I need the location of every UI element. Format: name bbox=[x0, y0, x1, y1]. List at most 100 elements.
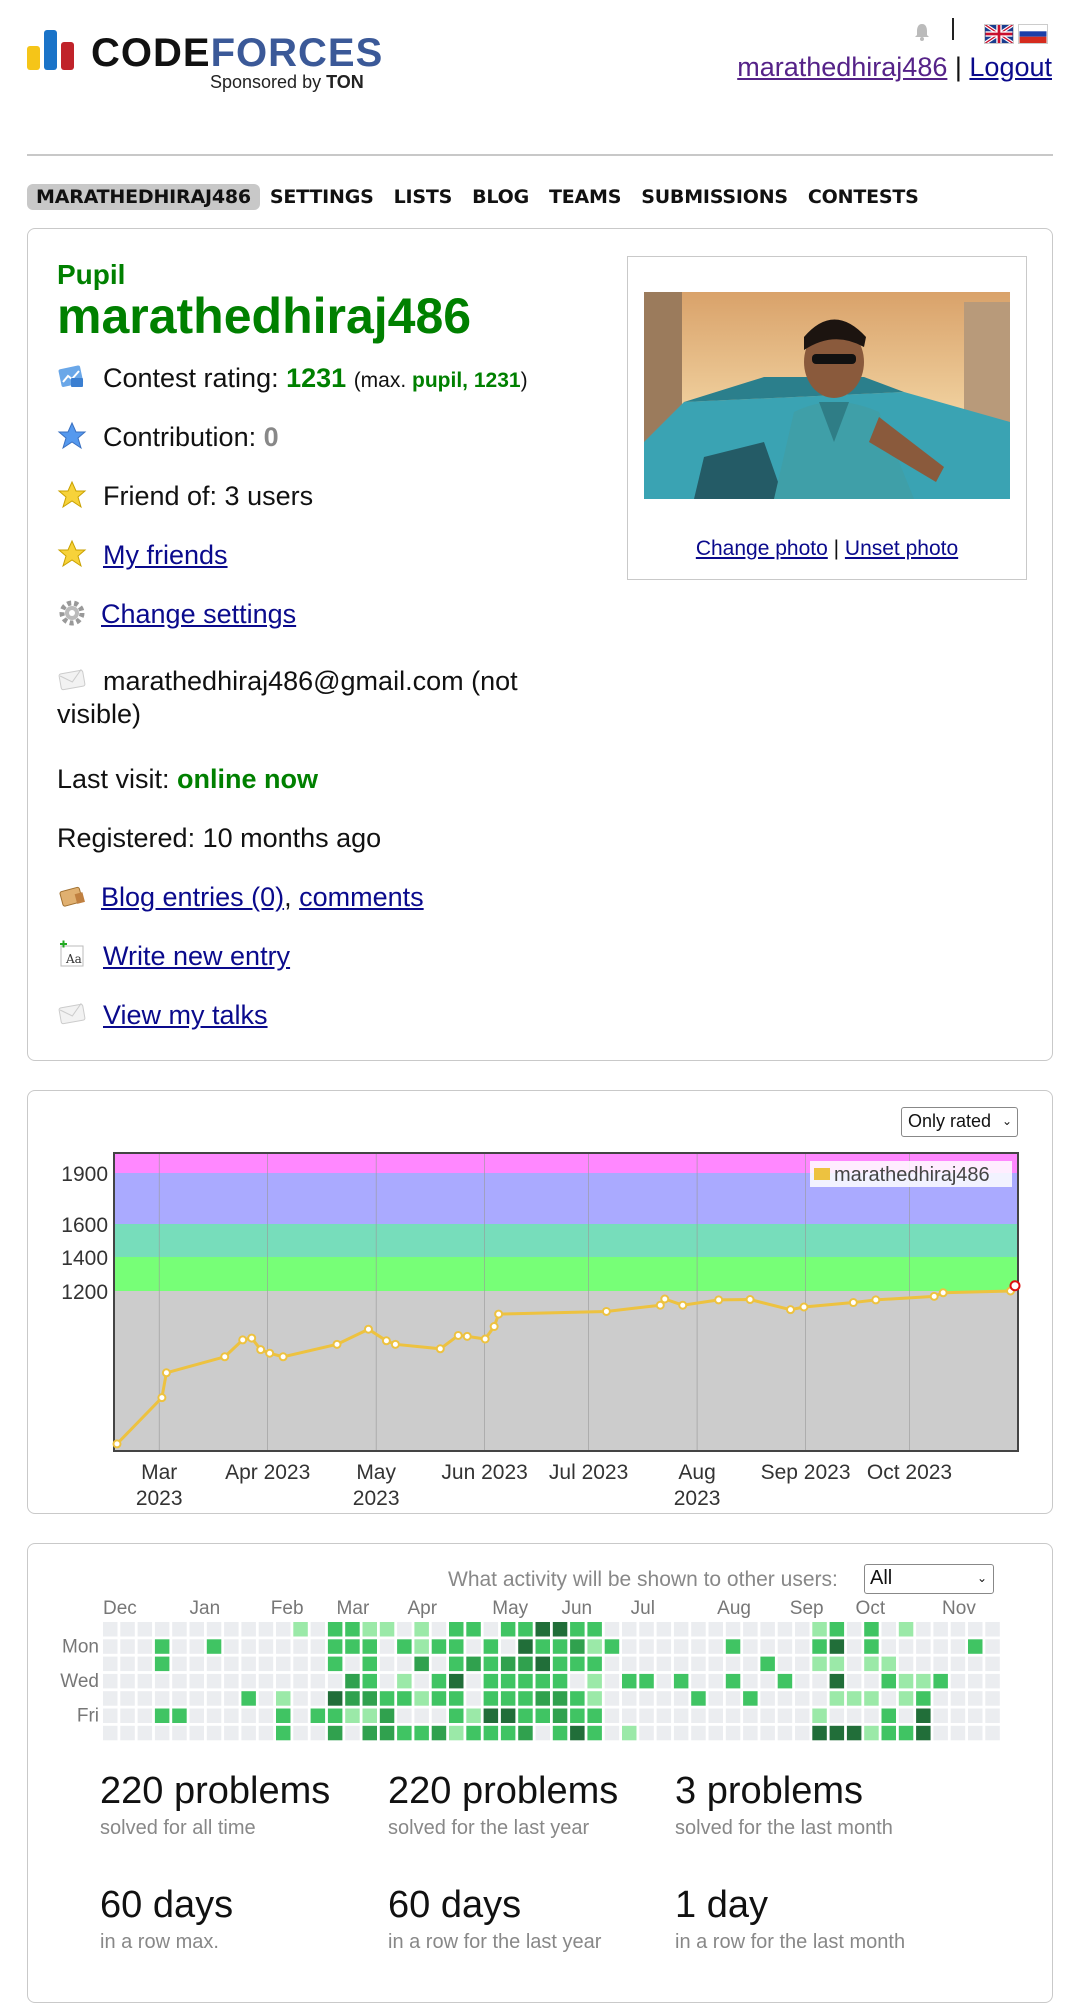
activity-cell[interactable] bbox=[206, 1639, 222, 1654]
activity-cell[interactable] bbox=[656, 1656, 672, 1672]
activity-cell[interactable] bbox=[310, 1622, 326, 1637]
activity-cell[interactable] bbox=[379, 1639, 395, 1654]
activity-cell[interactable] bbox=[103, 1708, 118, 1724]
activity-cell[interactable] bbox=[293, 1656, 308, 1672]
activity-cell[interactable] bbox=[137, 1725, 153, 1741]
activity-cell[interactable] bbox=[881, 1656, 897, 1672]
activity-cell[interactable] bbox=[691, 1708, 706, 1724]
rating-point[interactable] bbox=[435, 1344, 445, 1354]
activity-cell[interactable] bbox=[414, 1622, 429, 1637]
activity-cell[interactable] bbox=[276, 1639, 291, 1654]
activity-cell[interactable] bbox=[466, 1656, 481, 1672]
activity-cell[interactable] bbox=[552, 1656, 568, 1672]
activity-cell[interactable] bbox=[916, 1708, 931, 1724]
activity-cell[interactable] bbox=[518, 1656, 533, 1672]
activity-cell[interactable] bbox=[154, 1708, 170, 1724]
activity-cell[interactable] bbox=[189, 1622, 205, 1637]
activity-cell[interactable] bbox=[829, 1639, 845, 1654]
activity-cell[interactable] bbox=[622, 1673, 637, 1689]
rating-point[interactable] bbox=[678, 1300, 688, 1310]
activity-cell[interactable] bbox=[327, 1673, 343, 1689]
activity-cell[interactable] bbox=[950, 1725, 966, 1741]
activity-cell[interactable] bbox=[898, 1656, 914, 1672]
activity-cell[interactable] bbox=[604, 1708, 620, 1724]
my-friends-link[interactable]: My friends bbox=[103, 540, 228, 570]
activity-cell[interactable] bbox=[950, 1673, 966, 1689]
activity-cell[interactable] bbox=[639, 1656, 654, 1672]
change-photo-link[interactable]: Change photo bbox=[695, 537, 828, 560]
activity-cell[interactable] bbox=[449, 1691, 464, 1706]
activity-cell[interactable] bbox=[570, 1622, 585, 1637]
activity-cell[interactable] bbox=[397, 1656, 412, 1672]
activity-cell[interactable] bbox=[345, 1725, 360, 1741]
activity-cell[interactable] bbox=[864, 1639, 879, 1654]
activity-cell[interactable] bbox=[327, 1656, 343, 1672]
activity-cell[interactable] bbox=[449, 1622, 464, 1637]
activity-cell[interactable] bbox=[985, 1656, 1000, 1672]
activity-cell[interactable] bbox=[103, 1639, 118, 1654]
activity-cell[interactable] bbox=[708, 1708, 724, 1724]
activity-cell[interactable] bbox=[103, 1622, 118, 1637]
activity-cell[interactable] bbox=[985, 1622, 1000, 1637]
rating-point[interactable] bbox=[265, 1348, 275, 1358]
activity-cell[interactable] bbox=[708, 1673, 724, 1689]
menu-item-lists[interactable]: LISTS bbox=[393, 186, 453, 208]
activity-cell[interactable] bbox=[725, 1708, 741, 1724]
activity-cell[interactable] bbox=[379, 1673, 395, 1689]
activity-cell[interactable] bbox=[639, 1639, 654, 1654]
menu-item-blog[interactable]: BLOG bbox=[472, 186, 529, 208]
rating-point[interactable] bbox=[390, 1339, 400, 1349]
activity-cell[interactable] bbox=[795, 1656, 810, 1672]
activity-cell[interactable] bbox=[535, 1725, 551, 1741]
activity-cell[interactable] bbox=[570, 1725, 585, 1741]
activity-cell[interactable] bbox=[120, 1691, 135, 1706]
activity-cell[interactable] bbox=[362, 1656, 378, 1672]
activity-cell[interactable] bbox=[656, 1725, 672, 1741]
activity-cell[interactable] bbox=[933, 1673, 948, 1689]
russian-flag-icon[interactable] bbox=[1018, 24, 1048, 44]
activity-cell[interactable] bbox=[795, 1639, 810, 1654]
activity-cell[interactable] bbox=[898, 1725, 914, 1741]
rating-point[interactable] bbox=[489, 1322, 499, 1332]
activity-cell[interactable] bbox=[570, 1673, 585, 1689]
activity-cell[interactable] bbox=[137, 1622, 153, 1637]
activity-cell[interactable] bbox=[258, 1639, 274, 1654]
activity-cell[interactable] bbox=[310, 1708, 326, 1724]
activity-cell[interactable] bbox=[950, 1656, 966, 1672]
activity-cell[interactable] bbox=[500, 1708, 516, 1724]
activity-cell[interactable] bbox=[483, 1708, 499, 1724]
activity-cell[interactable] bbox=[189, 1639, 205, 1654]
activity-cell[interactable] bbox=[172, 1725, 187, 1741]
activity-cell[interactable] bbox=[379, 1656, 395, 1672]
activity-cell[interactable] bbox=[846, 1656, 862, 1672]
activity-cell[interactable] bbox=[362, 1639, 378, 1654]
rating-point[interactable] bbox=[929, 1291, 939, 1301]
activity-cell[interactable] bbox=[206, 1673, 222, 1689]
activity-cell[interactable] bbox=[829, 1708, 845, 1724]
activity-cell[interactable] bbox=[933, 1622, 948, 1637]
activity-cell[interactable] bbox=[258, 1656, 274, 1672]
activity-cell[interactable] bbox=[397, 1673, 412, 1689]
activity-cell[interactable] bbox=[604, 1673, 620, 1689]
activity-cell[interactable] bbox=[518, 1673, 533, 1689]
activity-cell[interactable] bbox=[795, 1622, 810, 1637]
activity-cell[interactable] bbox=[189, 1656, 205, 1672]
activity-cell[interactable] bbox=[276, 1691, 291, 1706]
activity-cell[interactable] bbox=[881, 1622, 897, 1637]
activity-cell[interactable] bbox=[535, 1673, 551, 1689]
activity-cell[interactable] bbox=[639, 1673, 654, 1689]
activity-cell[interactable] bbox=[120, 1673, 135, 1689]
activity-cell[interactable] bbox=[829, 1656, 845, 1672]
activity-cell[interactable] bbox=[968, 1622, 983, 1637]
activity-cell[interactable] bbox=[431, 1639, 447, 1654]
activity-cell[interactable] bbox=[552, 1708, 568, 1724]
menu-item-profile[interactable]: MARATHEDHIRAJ486 bbox=[27, 184, 260, 210]
rating-point[interactable] bbox=[745, 1295, 755, 1305]
activity-cell[interactable] bbox=[518, 1622, 533, 1637]
logout-link[interactable]: Logout bbox=[969, 52, 1052, 82]
bell-icon[interactable] bbox=[912, 22, 932, 42]
activity-cell[interactable] bbox=[518, 1639, 533, 1654]
activity-cell[interactable] bbox=[466, 1639, 481, 1654]
activity-cell[interactable] bbox=[276, 1725, 291, 1741]
activity-cell[interactable] bbox=[812, 1708, 827, 1724]
